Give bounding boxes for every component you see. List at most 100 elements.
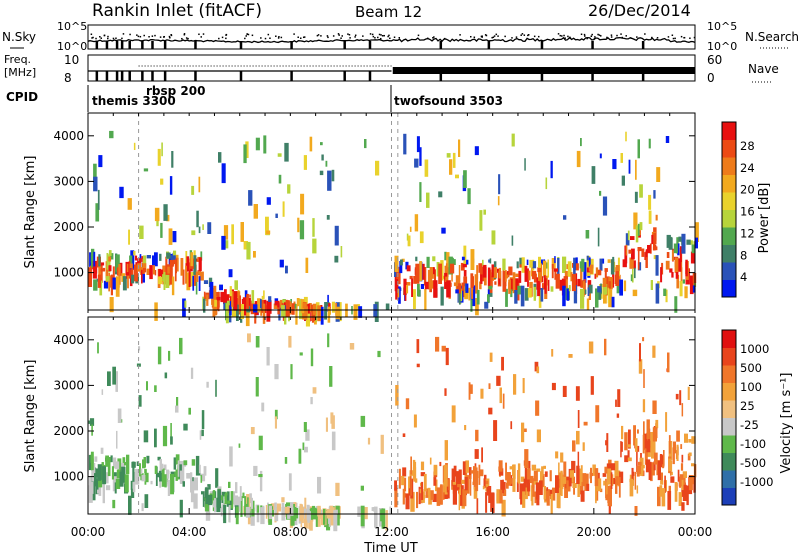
rti-cell	[415, 256, 418, 262]
rti-cell	[225, 492, 228, 496]
rti-cell	[284, 142, 289, 162]
rti-cell	[489, 258, 492, 264]
rti-cell	[470, 299, 473, 312]
rti-cell	[424, 159, 429, 177]
rti-cell	[644, 252, 647, 260]
rti-cell	[195, 271, 199, 282]
nsearch-point	[443, 37, 446, 40]
rti-cell	[666, 252, 670, 258]
rti-cell	[637, 250, 640, 270]
rti-cell	[317, 476, 322, 494]
rti-cell	[194, 266, 197, 286]
rti-cell	[143, 457, 146, 468]
rti-cell	[170, 436, 173, 445]
rti-cell	[678, 478, 682, 487]
rti-cell	[310, 507, 313, 514]
rti-cell	[643, 421, 645, 443]
rti-cell	[415, 263, 420, 284]
rti-cell	[114, 472, 117, 494]
rti-cell	[586, 255, 591, 276]
rti-cell	[127, 268, 129, 289]
rti-cell	[202, 493, 205, 507]
rti-cell	[516, 261, 519, 269]
rti-cell	[605, 478, 607, 499]
rti-cell	[629, 479, 634, 497]
rti-cell	[542, 260, 547, 277]
rti-cell	[562, 476, 567, 484]
rti-cell	[436, 262, 440, 277]
nsearch-point	[115, 37, 117, 39]
nsearch-point	[495, 33, 498, 36]
rti-cell	[672, 447, 675, 465]
rti-cell	[124, 474, 129, 493]
rti-cell	[604, 338, 607, 356]
freq-tick-bottom: 8	[64, 71, 72, 85]
rti-cell	[596, 478, 602, 492]
rti-cell	[303, 508, 308, 529]
rti-cell	[317, 509, 321, 527]
rti-cell	[299, 503, 302, 522]
freq-drop	[540, 71, 544, 81]
rti-cell	[385, 303, 390, 310]
rti-cell	[266, 197, 271, 205]
rti-cell	[299, 220, 305, 240]
rti-cell	[621, 175, 625, 186]
rti-cell	[675, 272, 679, 279]
colorbar-tick-label: 24	[740, 161, 755, 175]
rti-cell	[520, 476, 525, 482]
nsearch-point	[269, 37, 271, 39]
nsearch-point	[689, 37, 691, 39]
rti-cell	[105, 276, 110, 282]
rti-cell	[531, 494, 534, 506]
rti-cell	[396, 266, 401, 285]
nsearch-point	[561, 35, 563, 37]
nsearch-point	[680, 35, 683, 38]
rti-cell	[498, 277, 500, 285]
rti-cell	[651, 234, 654, 245]
rti-cell	[672, 441, 676, 454]
freq-drop	[343, 71, 346, 81]
rti-cell	[653, 233, 657, 245]
rti-cell	[317, 507, 321, 517]
rti-cell	[681, 233, 686, 254]
rti-cell	[205, 502, 211, 521]
rti-cell	[227, 500, 232, 504]
rti-cell	[479, 210, 483, 231]
rti-cell	[544, 490, 549, 501]
rti-cell	[465, 283, 469, 293]
rti-cell	[506, 472, 511, 486]
rti-cell	[146, 255, 151, 259]
rti-cell	[516, 481, 519, 492]
rti-cell	[614, 274, 617, 284]
rti-cell	[274, 364, 279, 380]
nsearch-point	[610, 36, 613, 38]
rti-cell	[681, 454, 684, 463]
rti-cell	[261, 402, 265, 412]
rti-cell	[402, 488, 405, 505]
rti-cell	[452, 259, 456, 265]
rti-cell	[309, 136, 313, 152]
rti-cell	[204, 497, 209, 512]
rti-cell	[656, 167, 661, 182]
rti-cell	[462, 461, 466, 475]
rti-cell	[544, 471, 548, 477]
rti-cell	[555, 451, 559, 459]
nsearch-point	[610, 34, 613, 36]
rti-cell	[667, 491, 672, 510]
rti-cell	[464, 425, 467, 431]
rti-cell	[200, 251, 203, 261]
rti-cell	[419, 182, 422, 202]
rti-cell	[400, 259, 403, 266]
rti-cell	[331, 169, 335, 182]
rti-cell	[399, 261, 403, 274]
rti-cell	[441, 345, 446, 352]
rti-cell	[616, 283, 620, 294]
rti-cell	[678, 236, 682, 242]
rti-cell	[476, 265, 479, 279]
rti-cell	[353, 304, 358, 320]
rti-cell	[414, 158, 419, 168]
rti-cell	[588, 341, 594, 354]
rti-cell	[105, 485, 111, 491]
rti-cell	[677, 258, 682, 272]
rti-cell	[335, 505, 340, 526]
